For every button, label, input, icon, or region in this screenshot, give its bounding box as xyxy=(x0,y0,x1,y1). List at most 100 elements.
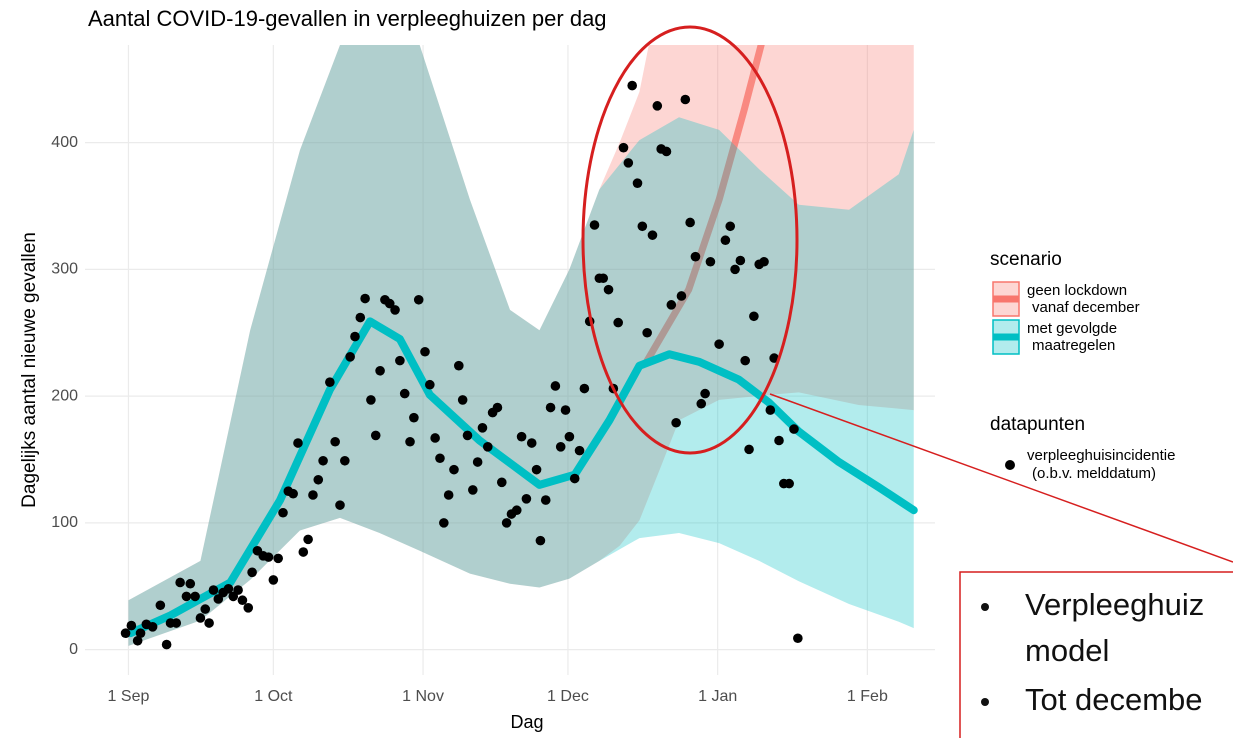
note-box xyxy=(959,571,1233,738)
data-point xyxy=(439,518,449,528)
grid xyxy=(85,45,935,675)
legend-label: verpleeghuisincidentie xyxy=(1027,447,1175,464)
y-tick-label: 300 xyxy=(51,261,78,278)
data-point xyxy=(789,424,799,434)
data-point xyxy=(204,618,214,628)
data-point xyxy=(395,355,405,366)
data-point xyxy=(589,220,600,230)
data-point xyxy=(208,585,219,595)
data-point xyxy=(147,622,158,632)
data-point xyxy=(355,312,366,323)
data-point xyxy=(293,438,303,448)
data-point xyxy=(223,584,234,594)
data-point xyxy=(155,600,166,611)
y-tick-label: 0 xyxy=(69,641,78,658)
bullet xyxy=(981,698,989,706)
fit-line xyxy=(643,45,765,365)
bullet xyxy=(981,603,989,611)
x-axis-label: Dag xyxy=(510,712,543,732)
data-point xyxy=(661,146,672,157)
data-point xyxy=(690,251,701,262)
data-point xyxy=(618,142,629,153)
data-point xyxy=(765,405,776,415)
data-point xyxy=(449,464,459,475)
data-point xyxy=(298,547,309,557)
note-text: Tot decembe xyxy=(1025,682,1203,717)
data-point xyxy=(435,453,445,464)
data-point xyxy=(181,591,192,602)
data-point xyxy=(345,352,355,362)
data-point xyxy=(135,628,146,638)
data-point xyxy=(200,604,211,614)
data-point xyxy=(540,495,551,505)
legend-label: vanaf december xyxy=(1032,299,1140,316)
data-point xyxy=(705,256,716,267)
y-tick-label: 100 xyxy=(51,514,78,531)
data-point xyxy=(325,377,335,387)
data-point xyxy=(430,433,440,443)
x-tick-label: 1 Dec xyxy=(547,688,589,705)
data-point xyxy=(516,431,527,442)
data-point xyxy=(531,464,542,475)
data-point xyxy=(384,298,395,309)
data-point xyxy=(696,398,707,409)
data-point xyxy=(482,442,493,452)
y-axis-label: Dagelijks aantal nieuwe gevallen xyxy=(19,232,40,508)
data-point xyxy=(313,474,324,485)
data-point xyxy=(680,94,691,105)
data-point xyxy=(642,327,652,338)
data-point xyxy=(603,284,614,295)
data-point xyxy=(308,490,318,500)
data-point xyxy=(652,101,663,111)
data-point xyxy=(175,577,185,588)
x-tick-label: 1 Jan xyxy=(698,688,737,705)
data-point xyxy=(132,635,143,646)
data-point xyxy=(564,431,575,442)
x-tick-label: 1 Nov xyxy=(402,688,444,705)
data-point xyxy=(501,518,512,528)
data-point xyxy=(375,365,385,376)
data-point xyxy=(579,383,590,394)
data-point xyxy=(784,478,794,489)
data-point xyxy=(623,158,634,168)
data-point xyxy=(335,500,345,510)
data-point xyxy=(632,178,643,188)
data-point xyxy=(330,436,340,447)
legend-label: geen lockdown xyxy=(1027,282,1127,299)
data-point xyxy=(535,535,546,546)
data-point xyxy=(340,455,350,466)
data-point xyxy=(247,567,257,578)
data-point xyxy=(714,339,724,349)
data-point xyxy=(647,230,658,240)
data-point xyxy=(492,402,503,413)
data-point xyxy=(350,331,360,342)
data-point xyxy=(443,490,454,500)
data-point xyxy=(598,273,609,284)
data-point xyxy=(161,639,172,650)
data-point xyxy=(735,255,746,266)
data-point xyxy=(462,430,473,441)
data-point xyxy=(574,445,585,456)
data-point xyxy=(120,628,131,638)
data-point xyxy=(730,264,740,275)
data-point xyxy=(725,221,736,232)
data-point xyxy=(390,305,400,315)
data-point xyxy=(195,613,206,623)
data-point xyxy=(468,485,478,495)
note-text: model xyxy=(1025,633,1109,668)
data-point xyxy=(774,435,784,446)
data-point xyxy=(740,355,750,366)
data-point xyxy=(671,417,681,428)
data-point xyxy=(318,455,328,466)
legend-label: met gevolgde xyxy=(1027,320,1117,337)
note-text: Verpleeghuiz xyxy=(1025,587,1204,622)
data-point xyxy=(526,438,537,448)
data-point xyxy=(769,353,779,363)
data-point xyxy=(521,494,532,504)
data-point xyxy=(511,505,522,516)
legend-key xyxy=(1005,460,1015,470)
data-point xyxy=(303,534,313,545)
x-tick-label: 1 Sep xyxy=(108,688,150,705)
